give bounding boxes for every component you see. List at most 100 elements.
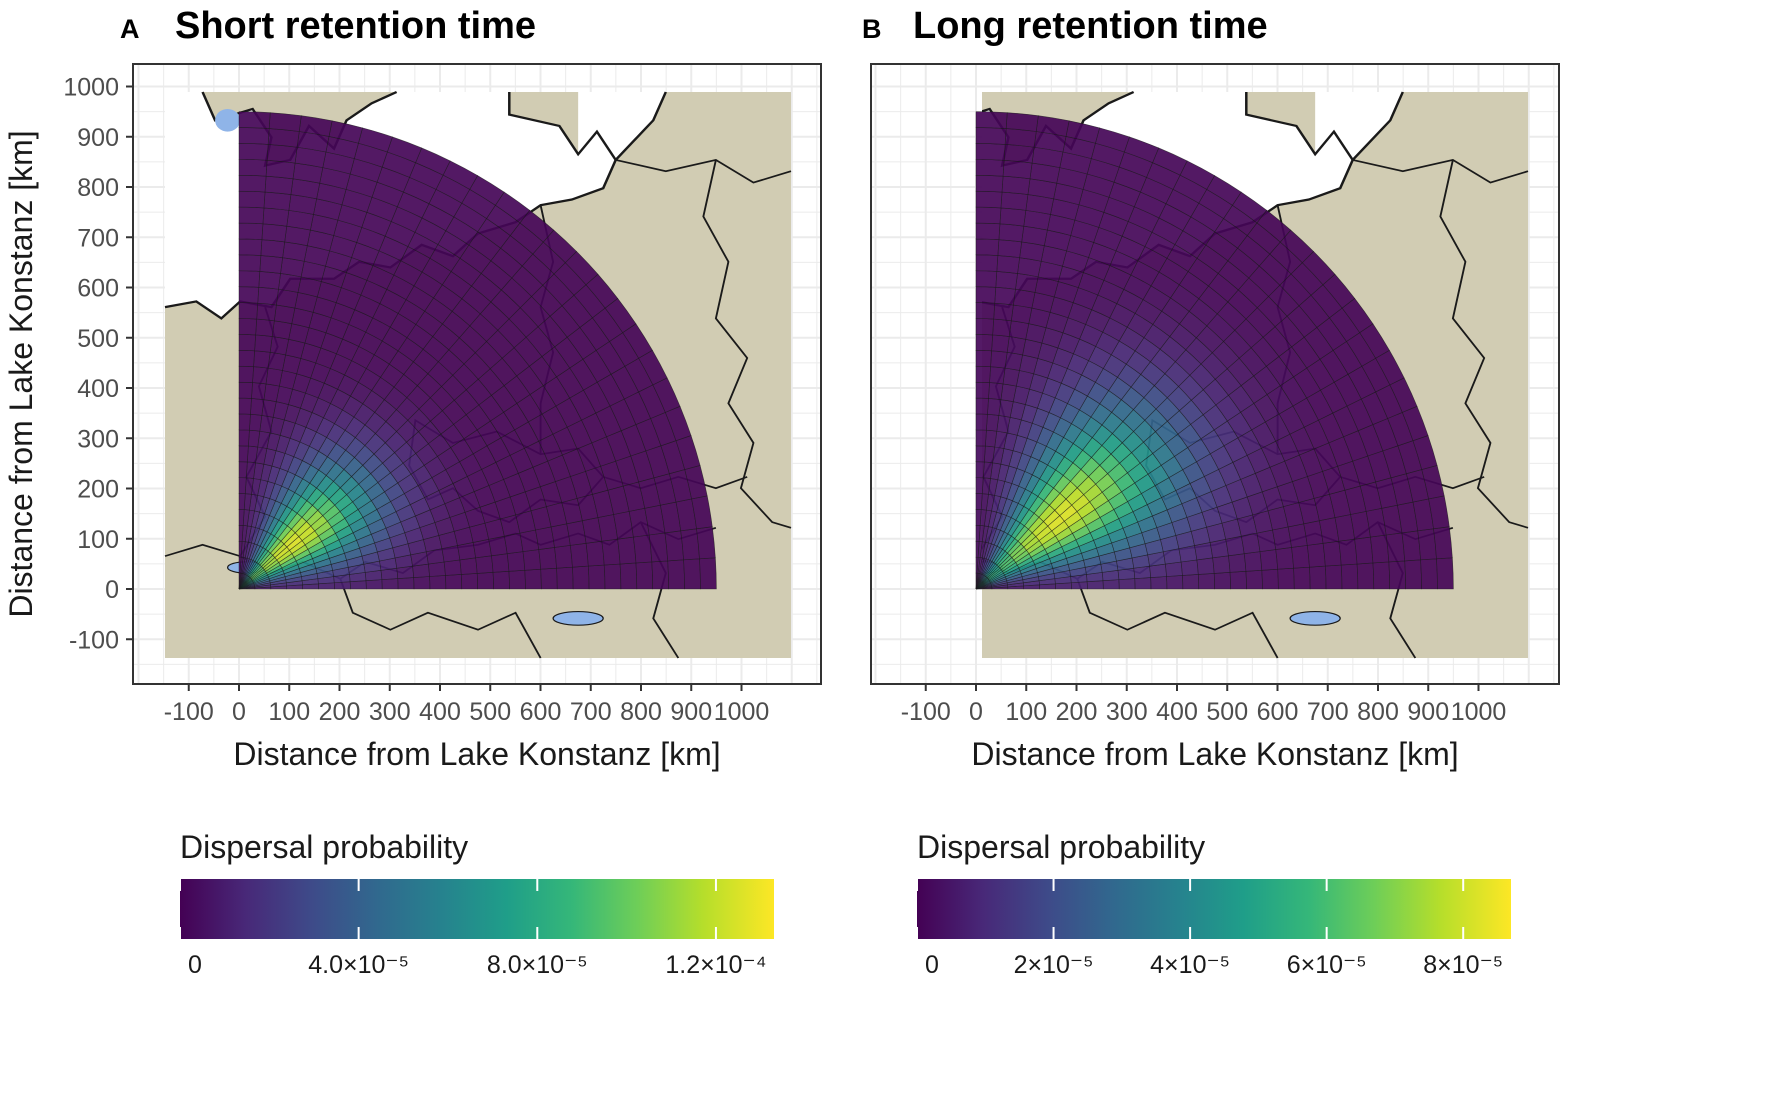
dispersal-cell — [1002, 367, 1020, 387]
dispersal-cell — [248, 429, 261, 448]
dispersal-cell — [664, 530, 684, 562]
dispersal-cell — [975, 190, 1003, 209]
x-tick-label: 800 — [620, 698, 662, 726]
dispersal-cell — [975, 350, 992, 368]
dispersal-cell — [252, 366, 269, 385]
dispersal-cell — [255, 318, 275, 337]
legend-tick-label: 6×10⁻⁵ — [1287, 951, 1367, 979]
x-tick-label: 200 — [1056, 698, 1098, 726]
dispersal-cell — [349, 580, 367, 590]
dispersal-cell — [492, 570, 510, 590]
dispersal-cell — [651, 560, 669, 590]
dispersal-cell — [381, 578, 399, 590]
dispersal-cell — [998, 223, 1025, 243]
legend-tick-label: 2×10⁻⁵ — [1014, 951, 1094, 979]
x-tick-label: 200 — [319, 698, 361, 726]
dispersal-cell — [995, 271, 1018, 290]
y-tick-label: 800 — [77, 174, 119, 202]
legend-tick-label: 4×10⁻⁵ — [1150, 951, 1230, 979]
dispersal-cell — [238, 174, 267, 193]
dispersal-cell — [1401, 530, 1421, 562]
dispersal-cell — [1008, 320, 1030, 340]
dispersal-cell — [572, 565, 590, 590]
dispersal-cell — [985, 429, 998, 448]
y-tick-label: -100 — [69, 626, 119, 654]
dispersal-cell — [238, 509, 245, 526]
panel-a-frame — [132, 63, 822, 685]
dispersal-cell — [238, 159, 268, 177]
dispersal-cell — [1000, 383, 1017, 403]
dispersal-cell — [540, 567, 558, 590]
dispersal-cell — [1420, 558, 1438, 590]
x-tick-label: 300 — [369, 698, 411, 726]
dispersal-cell — [975, 509, 982, 526]
dispersal-cell — [975, 365, 991, 383]
dispersal-cell — [491, 553, 510, 573]
dispersal-cell — [1275, 547, 1294, 570]
dispersal-cell — [264, 175, 294, 195]
dispersal-cell — [238, 350, 255, 368]
dispersal-cell — [1370, 534, 1390, 564]
dispersal-cell — [1180, 559, 1199, 576]
dispersal-cell — [975, 461, 985, 479]
dispersal-cell — [397, 577, 415, 590]
dispersal-cell — [991, 334, 1010, 353]
dispersal-cell — [265, 367, 283, 387]
dispersal-cell — [238, 429, 250, 447]
dispersal-cell — [506, 551, 526, 572]
dispersal-cell — [238, 270, 261, 288]
dispersal-cell — [990, 350, 1008, 369]
dispersal-cell — [238, 206, 265, 225]
dispersal-cell — [238, 461, 248, 479]
dispersal-cell — [987, 398, 1002, 416]
dispersal-cell — [569, 542, 589, 568]
x-tick-label: 100 — [1005, 698, 1047, 726]
dispersal-cell — [1229, 570, 1247, 590]
dispersal-cell — [996, 255, 1020, 274]
dispersal-cell — [258, 271, 281, 290]
dispersal-cell — [993, 302, 1014, 322]
dispersal-cell — [617, 536, 637, 565]
dispersal-cell — [1010, 304, 1033, 325]
panel-b-legend-ticks: 0 2×10⁻⁵ 4×10⁻⁵ 6×10⁻⁵ 8×10⁻⁵ — [916, 879, 1503, 979]
dispersal-cell — [603, 563, 622, 590]
dispersal-cell — [1005, 112, 1039, 132]
dispersal-cell — [975, 413, 988, 431]
panel-a-axis-ticks: -100 0 100 200 300 400 500 600 700 800 900 1000-100… — [63, 74, 769, 727]
y-tick-label: 900 — [77, 124, 119, 152]
dispersal-cell — [262, 207, 290, 227]
dispersal-cell — [1196, 557, 1215, 575]
y-tick-label: 300 — [77, 425, 119, 453]
panel-a-title: Short retention time — [175, 5, 536, 47]
dispersal-cell — [975, 334, 993, 352]
x-tick-label: 0 — [232, 698, 246, 726]
dispersal-cell — [238, 334, 256, 352]
dispersal-cell — [238, 111, 271, 129]
x-tick-label: -100 — [164, 698, 214, 726]
x-tick-label: 700 — [1307, 698, 1349, 726]
dispersal-cell — [238, 238, 263, 256]
dispersal-cell — [247, 445, 259, 464]
dispersal-cell — [1006, 336, 1027, 356]
dispersal-cell — [1213, 572, 1231, 590]
dispersal-cell — [699, 557, 717, 590]
dispersal-cell — [238, 286, 260, 304]
dispersal-cell — [1243, 551, 1263, 572]
dispersal-cell — [1433, 526, 1453, 560]
dispersal-cell — [460, 573, 478, 590]
panel-b-x-axis-title: Distance from Lake Konstanz [km] — [971, 736, 1458, 772]
dispersal-cell — [1000, 191, 1029, 211]
dispersal-cell — [238, 127, 270, 145]
dispersal-cell — [238, 493, 246, 510]
dispersal-cell — [975, 143, 1006, 161]
x-tick-label: 1000 — [1451, 698, 1507, 726]
dispersal-cell — [984, 445, 996, 464]
dispersal-cell — [238, 222, 264, 240]
dispersal-cell — [259, 255, 283, 274]
panel-b-axis-ticks: -100 0 100 200 300 400 500 600 700 800 900 1000 — [901, 684, 1507, 726]
dispersal-cell — [443, 559, 462, 576]
dispersal-cell — [1293, 566, 1311, 590]
dispersal-cell — [249, 414, 263, 432]
dispersal-cell — [238, 381, 253, 399]
dispersal-cell — [585, 540, 605, 567]
